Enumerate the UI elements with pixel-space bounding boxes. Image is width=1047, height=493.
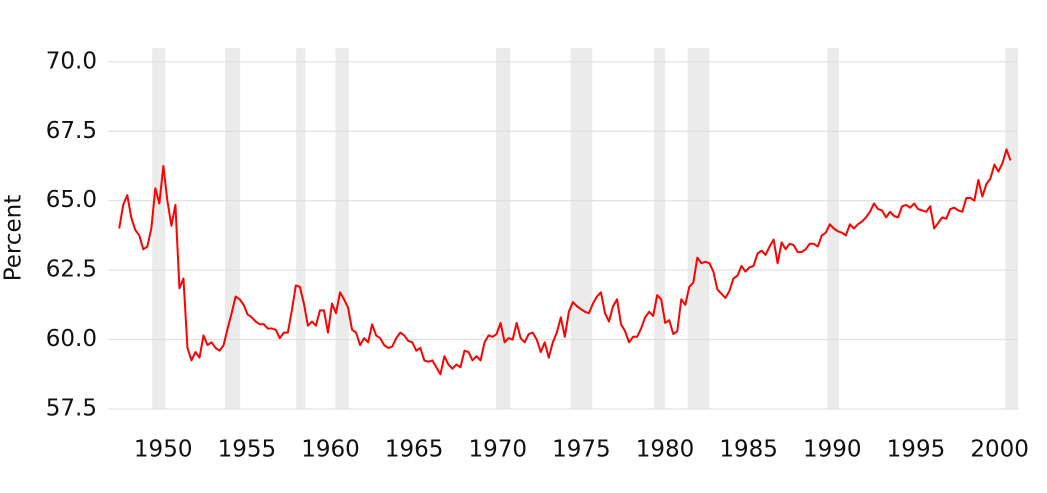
x-tick-label: 1965 [385,437,444,463]
shaded-region [335,48,349,409]
y-tick-label: 70.0 [46,48,97,74]
y-tick-label: 57.5 [46,396,97,422]
y-tick-label: 67.5 [46,118,97,144]
x-tick-label: 1985 [719,437,778,463]
shaded-region [687,48,710,409]
shaded-region [296,48,306,409]
shaded-region [654,48,666,409]
shaded-region [152,48,166,409]
y-axis-label: Percent [1,195,27,282]
y-tick-label: 60.0 [46,326,97,352]
x-tick-label: 1970 [468,437,527,463]
x-tick-label: 1980 [636,437,695,463]
x-tick-label: 1975 [552,437,611,463]
shaded-region [496,48,511,409]
x-tick-label: 1990 [803,437,862,463]
x-tick-label: 1955 [218,437,277,463]
x-tick-label: 1960 [301,437,360,463]
shaded-region [1005,48,1018,409]
shaded-region [225,48,241,409]
x-tick-label: 2000 [970,437,1029,463]
x-tick-label: 1995 [887,437,946,463]
shaded-region [570,48,593,409]
data-line [118,148,1012,376]
y-tick-label: 65.0 [46,187,97,213]
y-tick-label: 62.5 [46,257,97,283]
x-tick-label: 1950 [134,437,193,463]
